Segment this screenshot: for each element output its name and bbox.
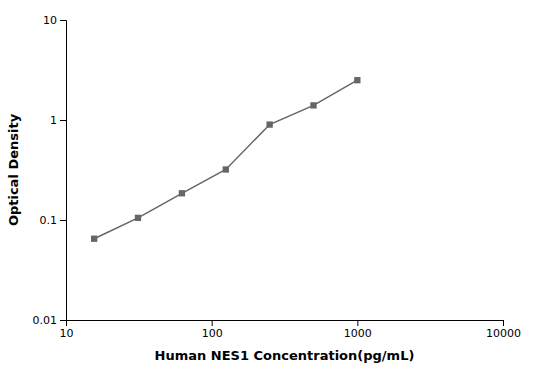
y-axis-title: Optical Density [6,113,21,226]
point [91,236,97,242]
x-tick: 100 [202,320,223,340]
y-tick-mark [60,220,66,221]
x-axis: 10 100 1000 10000 [60,320,522,340]
x-tick-label: 1000 [344,327,372,340]
x-tick: 10000 [486,320,521,340]
point [310,102,316,108]
x-tick: 10 [60,320,74,340]
point [354,77,360,83]
x-tick-label: 10000 [486,327,521,340]
y-tick: 0.01 [33,314,67,327]
y-tick-mark [60,320,66,321]
y-tick: 0.1 [40,214,67,227]
y-tick: 10 [43,14,66,27]
chart: 10 100 1000 10000 0.01 0.1 1 10 Human NES1 Conce… [0,0,533,372]
x-tick-mark [212,320,213,326]
y-tick-mark [60,120,66,121]
point [266,121,272,127]
y-tick-label: 10 [43,14,57,27]
y-tick-mark [60,20,66,21]
x-tick-label: 100 [202,327,223,340]
point [179,190,185,196]
x-axis-line [67,321,504,327]
point [223,166,229,172]
x-tick-label: 10 [60,327,74,340]
y-tick: 1 [50,114,66,127]
marks [91,77,361,242]
y-tick-label: 0.1 [40,214,58,227]
y-axis: 0.01 0.1 1 10 [33,14,67,327]
x-tick-mark [357,320,358,326]
plot-area: 10 100 1000 10000 0.01 0.1 1 10 [33,14,522,340]
x-tick: 1000 [344,320,372,340]
y-axis-line [60,21,67,321]
x-tick-mark [503,320,504,326]
y-tick-label: 1 [50,114,57,127]
y-tick-label: 0.01 [33,314,58,327]
point [135,215,141,221]
line [94,80,357,239]
x-axis-title: Human NES1 Concentration(pg/mL) [155,348,415,363]
